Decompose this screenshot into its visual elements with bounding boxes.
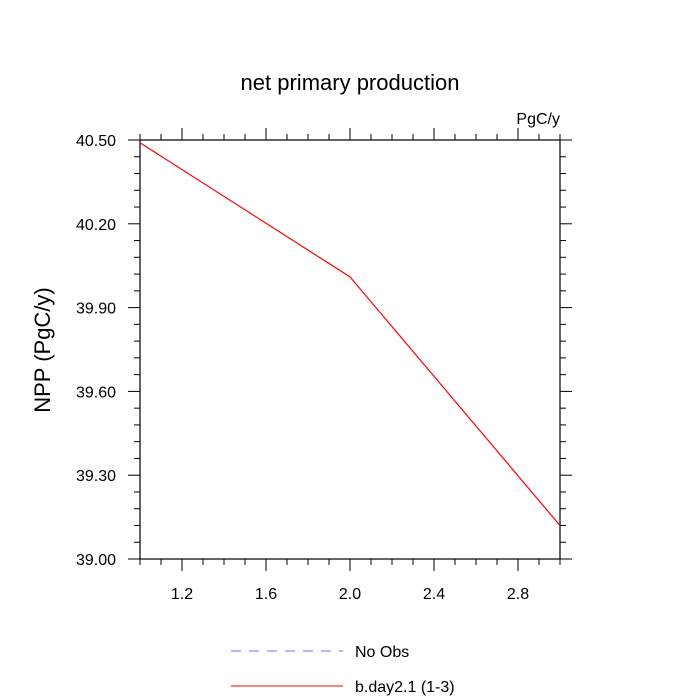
- y-tick-label: 40.50: [76, 133, 116, 150]
- y-tick-label: 40.20: [76, 217, 116, 234]
- x-tick-label: 2.0: [339, 586, 361, 603]
- y-tick-label: 39.30: [76, 468, 116, 485]
- x-tick-label: 2.4: [423, 586, 445, 603]
- units-label: PgC/y: [516, 111, 560, 128]
- x-tick-labels: 1.2 1.6 2.0 2.4 2.8: [171, 586, 529, 603]
- y-tick-labels: 39.00 39.30 39.60 39.90 40.20 40.50: [76, 133, 116, 569]
- x-tick-label: 1.6: [255, 586, 277, 603]
- y-tick-label: 39.90: [76, 301, 116, 318]
- data-series: [139, 142, 561, 526]
- axis-ticks: [128, 128, 572, 571]
- legend-label-no-obs: No Obs: [355, 644, 409, 661]
- y-tick-label: 39.60: [76, 384, 116, 401]
- chart-title: net primary production: [241, 70, 460, 95]
- x-tick-label: 1.2: [171, 586, 193, 603]
- legend: No Obs b.day2.1 (1-3): [231, 644, 455, 696]
- series-line: [139, 142, 561, 526]
- y-axis-label: NPP (PgC/y): [30, 287, 55, 413]
- y-tick-label: 39.00: [76, 552, 116, 569]
- legend-label-model: b.day2.1 (1-3): [355, 679, 455, 696]
- plot-frame: [139, 139, 561, 560]
- x-tick-label: 2.8: [507, 586, 529, 603]
